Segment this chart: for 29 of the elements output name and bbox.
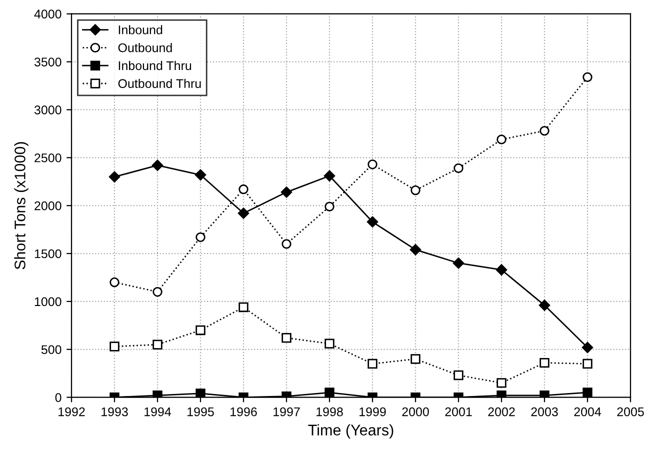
- x-axis-title: Time (Years): [308, 424, 394, 438]
- y-tick-label: 1000: [34, 297, 62, 306]
- y-tick-label: 2500: [34, 153, 62, 162]
- legend-label: Outbound Thru: [118, 78, 201, 88]
- x-tick-label: 1997: [274, 407, 300, 416]
- x-tick-label: 1999: [360, 407, 386, 416]
- legend-label: Inbound Thru: [118, 60, 192, 70]
- y-tick-label: 3500: [34, 58, 62, 66]
- y-axis-title: Short Tons (x1000): [14, 142, 28, 270]
- x-tick-label: 2003: [531, 407, 558, 416]
- x-tick-label: 2001: [445, 407, 472, 416]
- y-tick-label: 500: [41, 345, 62, 354]
- x-tick-label: 1998: [316, 407, 343, 416]
- y-tick-label: 1500: [34, 249, 62, 258]
- x-tick-label: 1994: [144, 407, 172, 416]
- x-tick-label: 2004: [574, 407, 602, 416]
- y-tick-label: 3000: [34, 106, 62, 114]
- x-tick-label: 1995: [188, 407, 214, 416]
- x-tick-label: 1993: [102, 407, 128, 416]
- x-tick-label: 1996: [230, 407, 257, 416]
- y-tick-label: 0: [55, 393, 62, 402]
- y-tick-label: 2000: [34, 201, 62, 210]
- y-tick-label: 4000: [34, 10, 62, 19]
- legend-label: Outbound: [118, 43, 172, 52]
- x-tick-label: 2005: [617, 407, 644, 416]
- legend-label: Inbound: [118, 25, 162, 34]
- x-tick-label: 1992: [58, 407, 85, 416]
- x-tick-label: 2000: [402, 407, 429, 416]
- x-tick-label: 2002: [488, 407, 515, 416]
